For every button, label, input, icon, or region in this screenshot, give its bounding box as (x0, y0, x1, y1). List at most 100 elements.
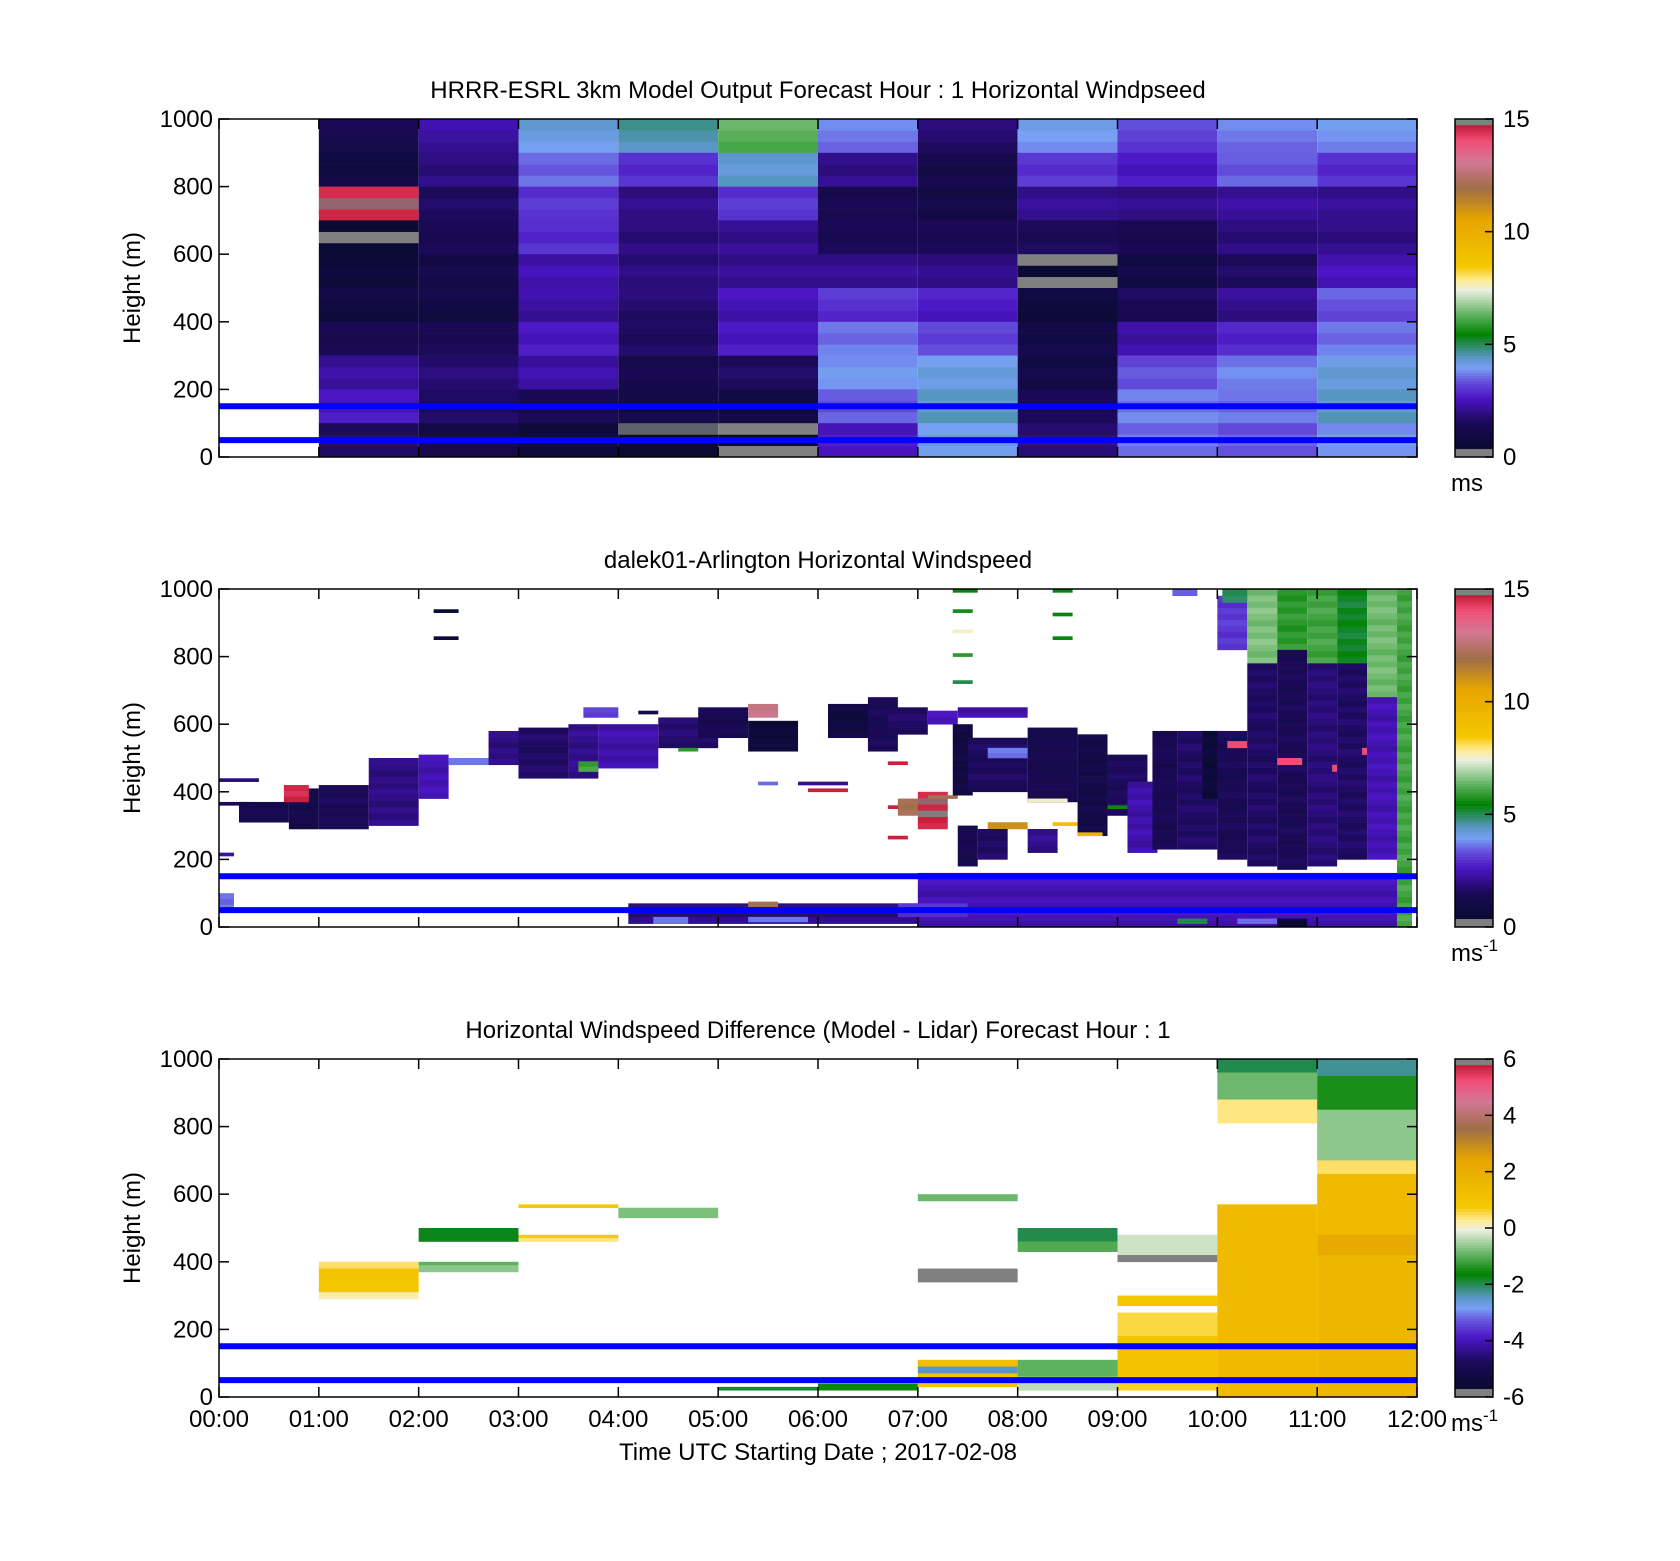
heatmap-cell (1307, 712, 1338, 719)
heatmap-cell (518, 333, 619, 345)
heatmap-cell (1217, 847, 1248, 854)
heatmap-cell (818, 288, 918, 300)
heatmap-cell (318, 209, 419, 221)
colorbar-segment (1455, 1261, 1493, 1266)
heatmap-cell (1317, 299, 1417, 311)
colorbar-segment (1455, 848, 1493, 852)
heatmap-cell (1397, 751, 1412, 759)
heatmap-cell (1337, 613, 1368, 621)
colorbar-segment (1455, 755, 1493, 759)
heatmap-cell (1237, 918, 1278, 924)
heatmap-cell (1277, 765, 1308, 773)
heatmap-cell (488, 753, 519, 760)
colorbar-segment (1455, 330, 1493, 334)
heatmap-cell (418, 366, 519, 379)
colorbar-segment (1455, 1357, 1493, 1361)
heatmap-cell (1317, 423, 1417, 435)
heatmap-cell (318, 265, 419, 278)
colorbar-segment (1455, 1180, 1493, 1184)
heatmap-cell (1177, 843, 1218, 850)
colorbar-segment (1455, 735, 1493, 739)
colorbar-tick-label: 2 (1503, 1159, 1516, 1186)
heatmap-cell (1367, 739, 1398, 746)
heatmap-cell (658, 735, 719, 743)
heatmap-cell (1317, 344, 1417, 356)
heatmap-cell (418, 299, 519, 311)
heatmap-cell (1337, 779, 1368, 787)
heatmap-cell (318, 378, 419, 390)
heatmap-cell (1217, 119, 1318, 131)
heatmap-cell (1152, 730, 1178, 738)
colorbar-segment (1455, 1264, 1493, 1268)
heatmap-cell (1337, 669, 1368, 676)
colorbar-segment (1455, 1388, 1493, 1392)
colorbar-segment (1455, 1335, 1493, 1339)
heatmap-cell (1247, 669, 1278, 676)
heatmap-cell (1317, 209, 1417, 221)
colorbar-segment (1455, 240, 1493, 244)
colorbar-unit-exponent: -1 (1483, 936, 1498, 955)
colorbar-segment (1455, 667, 1493, 672)
colorbar-segment (1455, 808, 1493, 813)
heatmap-cell (1337, 681, 1368, 689)
heatmap-cell (1217, 197, 1318, 210)
heatmap-cell (1277, 918, 1308, 928)
heatmap-cell (1077, 788, 1108, 795)
heatmap-cell (418, 197, 519, 210)
heatmap-cell (1017, 164, 1118, 176)
heatmap-cell (1397, 643, 1412, 650)
panel-model-title: HRRR-ESRL 3km Model Output Forecast Hour… (430, 77, 1205, 104)
heatmap-cell (1277, 595, 1308, 602)
heatmap-cell (658, 741, 719, 749)
heatmap-cell (1027, 739, 1078, 747)
colorbar-segment (1455, 791, 1493, 796)
colorbar-segment (1455, 732, 1493, 736)
colorbar-segment (1455, 1213, 1493, 1218)
heatmap-cell (1027, 752, 1078, 759)
heatmap-cell (518, 164, 619, 176)
heatmap-cell (1317, 1173, 1417, 1236)
heatmap-cell (418, 288, 519, 300)
colorbar-segment (1455, 1371, 1493, 1375)
y-tick-label: 200 (173, 1316, 213, 1343)
heatmap-cell (1317, 389, 1417, 401)
heatmap-cell (1247, 724, 1278, 732)
heatmap-cell (1247, 632, 1278, 639)
heatmap-cell (318, 186, 419, 199)
colorbar-segment (1455, 853, 1493, 858)
heatmap-cell (1177, 836, 1218, 844)
heatmap-cell (568, 772, 599, 779)
heatmap-cell (1337, 650, 1368, 658)
colorbar-segment (1455, 1081, 1493, 1085)
heatmap-cell (1397, 655, 1412, 662)
heatmap-cell (1337, 767, 1368, 774)
heatmap-cell (1317, 355, 1417, 368)
heatmap-cell (618, 389, 719, 401)
heatmap-cell (952, 771, 973, 778)
heatmap-cell (1317, 231, 1417, 244)
heatmap-cell (1397, 830, 1412, 837)
heatmap-cell (1367, 751, 1398, 758)
heatmap-cell (1337, 755, 1368, 762)
heatmap-cell (1017, 130, 1118, 142)
heatmap-cell (1397, 667, 1412, 674)
heatmap-cell (957, 825, 978, 832)
heatmap-cell (1337, 749, 1368, 756)
heatmap-cell (952, 759, 973, 766)
heatmap-cell (1217, 164, 1318, 176)
heatmap-cell (818, 310, 918, 323)
heatmap-cell (1397, 649, 1412, 656)
colorbar-segment (1455, 659, 1493, 663)
heatmap-cell (1017, 366, 1118, 379)
heatmap-cell (1397, 812, 1412, 819)
heatmap-cell (1152, 743, 1178, 750)
heatmap-cell (1367, 769, 1398, 776)
panel-lidar-colorbar: 0 5 10 15 ms-1 (1451, 576, 1530, 967)
heatmap-cell (967, 743, 1028, 751)
heatmap-cell (318, 344, 419, 356)
heatmap-cell (1277, 790, 1308, 797)
colorbar-segment (1455, 161, 1493, 165)
heatmap-cell (1317, 1075, 1417, 1110)
colorbar-segment (1455, 749, 1493, 753)
heatmap-cell (1117, 186, 1218, 199)
